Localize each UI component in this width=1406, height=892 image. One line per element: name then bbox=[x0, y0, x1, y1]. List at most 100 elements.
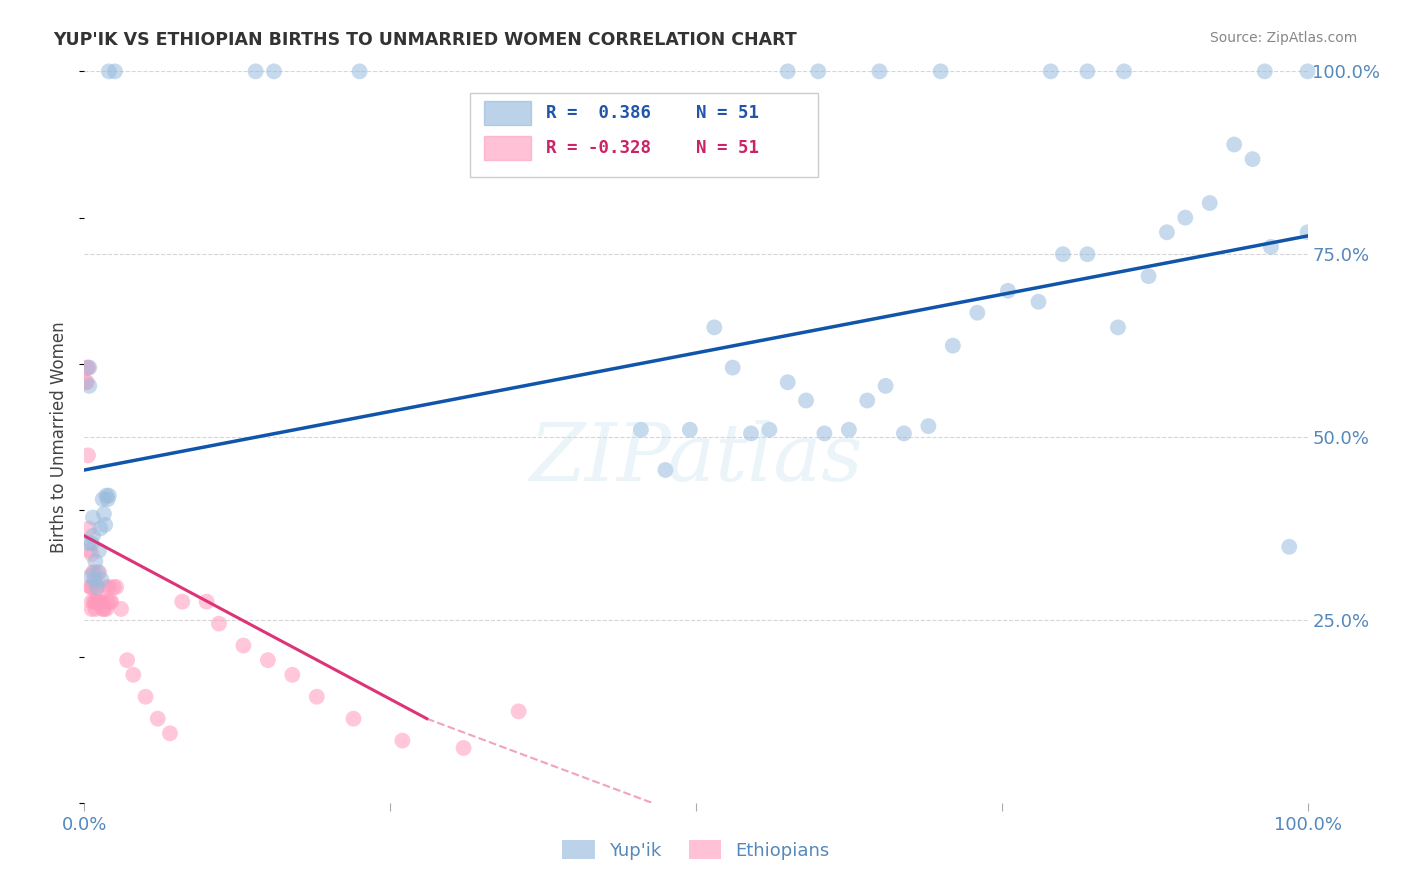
Point bbox=[1028, 294, 1050, 309]
Point bbox=[1278, 540, 1301, 554]
Point bbox=[77, 379, 100, 393]
Point bbox=[97, 580, 120, 594]
Point bbox=[94, 580, 117, 594]
Point bbox=[83, 573, 105, 587]
Point bbox=[122, 667, 145, 681]
Point bbox=[115, 653, 138, 667]
Point bbox=[1114, 64, 1136, 78]
Point bbox=[391, 733, 413, 747]
Point bbox=[703, 320, 725, 334]
Point bbox=[75, 376, 97, 390]
Legend: Yup'ik, Ethiopians: Yup'ik, Ethiopians bbox=[555, 833, 837, 867]
Point bbox=[349, 64, 371, 78]
Point bbox=[77, 448, 100, 462]
Point bbox=[90, 573, 112, 587]
Point bbox=[84, 602, 107, 616]
Point bbox=[1107, 320, 1129, 334]
Point bbox=[86, 594, 108, 608]
Point bbox=[146, 712, 169, 726]
Point bbox=[97, 64, 120, 78]
Point bbox=[172, 594, 194, 608]
Point bbox=[100, 594, 122, 608]
Point bbox=[721, 360, 744, 375]
Point bbox=[679, 423, 702, 437]
Point bbox=[104, 64, 127, 78]
Point bbox=[281, 667, 304, 681]
Point bbox=[76, 376, 98, 390]
Point bbox=[86, 580, 108, 594]
Point bbox=[776, 376, 799, 390]
Point bbox=[159, 726, 181, 740]
Point bbox=[83, 594, 105, 608]
Point bbox=[94, 517, 117, 532]
Point bbox=[997, 284, 1019, 298]
Point bbox=[97, 492, 120, 507]
Point bbox=[77, 521, 100, 535]
Point bbox=[929, 64, 952, 78]
Point bbox=[1076, 247, 1098, 261]
Point bbox=[91, 602, 114, 616]
Text: Source: ZipAtlas.com: Source: ZipAtlas.com bbox=[1209, 31, 1357, 45]
Point bbox=[1260, 240, 1282, 254]
Point bbox=[453, 740, 475, 755]
Point bbox=[1223, 137, 1246, 152]
Point bbox=[740, 426, 762, 441]
Point bbox=[794, 393, 817, 408]
Text: R = -0.328: R = -0.328 bbox=[546, 139, 651, 157]
Point bbox=[1076, 64, 1098, 78]
Point bbox=[105, 580, 128, 594]
Point bbox=[838, 423, 860, 437]
Point bbox=[77, 543, 100, 558]
Point bbox=[1254, 64, 1277, 78]
Point bbox=[776, 64, 799, 78]
Point bbox=[96, 602, 118, 616]
Point bbox=[305, 690, 328, 704]
FancyBboxPatch shape bbox=[470, 94, 818, 178]
Point bbox=[84, 554, 107, 568]
Point bbox=[93, 507, 115, 521]
Point bbox=[97, 594, 120, 608]
Text: ZIPatlas: ZIPatlas bbox=[529, 420, 863, 498]
Point bbox=[77, 360, 100, 375]
Point bbox=[89, 521, 111, 535]
Point bbox=[208, 616, 231, 631]
Point bbox=[942, 338, 965, 352]
Bar bbox=[484, 136, 531, 160]
Point bbox=[82, 580, 104, 594]
Point bbox=[80, 594, 103, 608]
Point bbox=[1296, 225, 1319, 239]
Point bbox=[758, 423, 780, 437]
Point bbox=[103, 580, 125, 594]
Point bbox=[1137, 269, 1160, 284]
Point bbox=[87, 543, 110, 558]
Point bbox=[93, 602, 115, 616]
Point bbox=[654, 463, 676, 477]
Point bbox=[79, 569, 101, 583]
Point bbox=[813, 426, 835, 441]
Point bbox=[807, 64, 830, 78]
Point bbox=[80, 602, 103, 616]
Point bbox=[630, 423, 652, 437]
Text: YUP'IK VS ETHIOPIAN BIRTHS TO UNMARRIED WOMEN CORRELATION CHART: YUP'IK VS ETHIOPIAN BIRTHS TO UNMARRIED … bbox=[53, 31, 797, 49]
Point bbox=[80, 536, 103, 550]
Point bbox=[135, 690, 157, 704]
Point bbox=[83, 566, 105, 580]
Point bbox=[508, 705, 530, 719]
Point bbox=[87, 566, 110, 580]
Point bbox=[195, 594, 218, 608]
Point bbox=[875, 379, 897, 393]
Point bbox=[82, 529, 104, 543]
Point bbox=[82, 510, 104, 524]
Point bbox=[1198, 196, 1220, 211]
Point bbox=[257, 653, 280, 667]
Point bbox=[98, 594, 121, 608]
Point bbox=[77, 536, 100, 550]
Point bbox=[1241, 152, 1264, 166]
Point bbox=[856, 393, 879, 408]
Point bbox=[91, 492, 114, 507]
Point bbox=[1156, 225, 1178, 239]
Point bbox=[76, 360, 98, 375]
Point bbox=[82, 566, 104, 580]
Point bbox=[96, 489, 118, 503]
Point bbox=[87, 580, 110, 594]
